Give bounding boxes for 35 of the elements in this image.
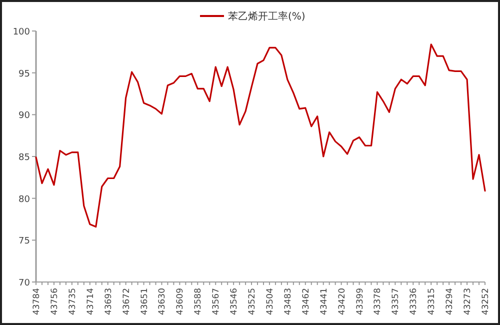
x-tick-label: 43672 <box>122 288 132 316</box>
x-tick-label: 43609 <box>176 288 186 316</box>
x-tick-label: 43462 <box>301 288 312 316</box>
x-tick-label: 43273 <box>463 288 474 316</box>
x-tick-label: 43315 <box>427 288 438 316</box>
x-tick-label: 43756 <box>50 288 60 316</box>
x-tick-label: 43546 <box>230 288 240 316</box>
legend-label: 苯乙烯开工率(%) <box>228 10 306 22</box>
y-tick-label: 85 <box>18 153 30 163</box>
x-tick-label: 43504 <box>265 288 276 316</box>
x-tick-label: 43483 <box>283 288 294 316</box>
x-tick-label: 43378 <box>373 288 384 316</box>
x-tick-label: 43630 <box>158 288 168 316</box>
x-tick-label: 43336 <box>409 288 420 316</box>
x-tick-label: 43252 <box>481 288 491 316</box>
y-tick-label: 75 <box>18 236 30 247</box>
x-tick-label: 43714 <box>86 288 96 316</box>
line-series <box>35 44 486 228</box>
x-tick-label: 43357 <box>391 288 402 316</box>
x-tick-label: 43399 <box>355 288 366 316</box>
x-tick-label: 43784 <box>32 288 42 316</box>
y-tick-label: 70 <box>18 278 30 288</box>
x-tick-label: 43693 <box>104 288 114 316</box>
x-tick-label: 43651 <box>140 288 150 316</box>
y-tick-label: 100 <box>12 28 30 38</box>
x-tick-label: 43735 <box>68 288 78 316</box>
x-tick-label: 43588 <box>194 288 204 316</box>
x-tick-label: 43294 <box>445 288 456 316</box>
x-tick-label: 43525 <box>248 288 258 316</box>
x-tick-label: 43567 <box>212 288 222 316</box>
x-tick-label: 43441 <box>319 288 330 316</box>
x-tick-label: 43420 <box>337 288 348 316</box>
y-tick-label: 90 <box>18 111 30 122</box>
y-tick-label: 95 <box>18 69 30 80</box>
y-tick-label: 80 <box>18 194 30 205</box>
